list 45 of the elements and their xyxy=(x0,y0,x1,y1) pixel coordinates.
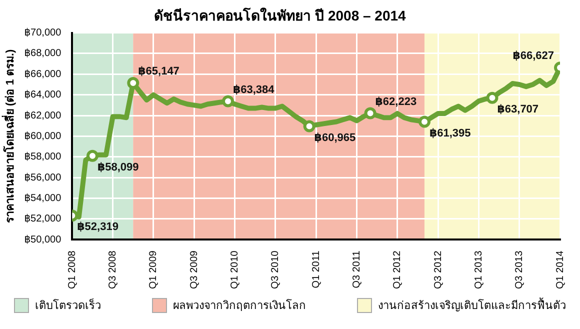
data-label: ฿65,147 xyxy=(138,66,180,78)
legend-label: ผลพวงจากวิกฤตการเงินโลก xyxy=(173,298,306,314)
x-tick-label: Q1 2013 xyxy=(473,250,484,290)
x-tick-label: Q3 2010 xyxy=(270,250,282,290)
data-label: ฿66,627 xyxy=(512,50,554,62)
x-tick-label: Q3 2011 xyxy=(351,250,362,288)
data-label: ฿63,384 xyxy=(232,84,276,96)
point xyxy=(86,150,98,162)
y-tick-label: ฿54,000 xyxy=(24,193,62,204)
y-tick-label: ฿62,000 xyxy=(24,110,62,122)
data-label: ฿63,707 xyxy=(497,103,539,116)
point xyxy=(486,92,498,104)
chart-title: ดัชนีราคาคอนโดในพัทยา ปี 2008 – 2014 xyxy=(154,6,406,24)
y-tick-label: ฿70,000 xyxy=(24,28,62,39)
x-tick-label: Q1 2008 xyxy=(66,250,78,290)
x-tick-label: Q3 2012 xyxy=(432,250,444,290)
legend-label: เติบโตรวดเร็ว xyxy=(35,297,101,314)
data-label: ฿58,099 xyxy=(97,161,139,174)
y-tick-label: ฿52,000 xyxy=(24,214,62,225)
data-label: ฿62,223 xyxy=(375,96,417,108)
x-tick-label: Q3 2008 xyxy=(108,250,119,290)
y-tick-label: ฿50,000 xyxy=(24,234,62,246)
point xyxy=(418,116,430,128)
point xyxy=(303,120,316,132)
point xyxy=(222,95,234,108)
data-label: ฿52,319 xyxy=(77,221,118,234)
data-label: ฿61,395 xyxy=(429,127,471,140)
legend-label: งานก่อสร้างเจริญเติบโตและมีการฟื้นตัว xyxy=(378,296,566,314)
y-tick-label: ฿68,000 xyxy=(24,48,62,60)
y-tick-label: ฿60,000 xyxy=(24,130,62,142)
point xyxy=(127,76,140,89)
x-tick-label: Q3 2009 xyxy=(188,250,200,290)
y-tick-label: ฿66,000 xyxy=(24,68,62,80)
y-tick-label: ฿64,000 xyxy=(24,90,62,101)
data-label: ฿60,965 xyxy=(314,132,356,144)
y-tick-label: ฿58,000 xyxy=(24,152,62,163)
y-axis-title: ราคาเสนอขายโดยเฉลี่ย (ต่อ 1 ตรม.) xyxy=(2,49,17,224)
x-tick-label: Q1 2009 xyxy=(148,250,160,290)
y-tick-label: ฿56,000 xyxy=(24,172,62,184)
point xyxy=(364,107,376,120)
x-tick-label: Q1 2011 xyxy=(310,250,322,288)
x-tick-label: Q1 2014 xyxy=(554,250,566,290)
x-tick-label: Q1 2012 xyxy=(392,250,404,290)
x-tick-label: Q1 2010 xyxy=(230,250,241,290)
x-tick-label: Q3 2013 xyxy=(514,250,526,290)
